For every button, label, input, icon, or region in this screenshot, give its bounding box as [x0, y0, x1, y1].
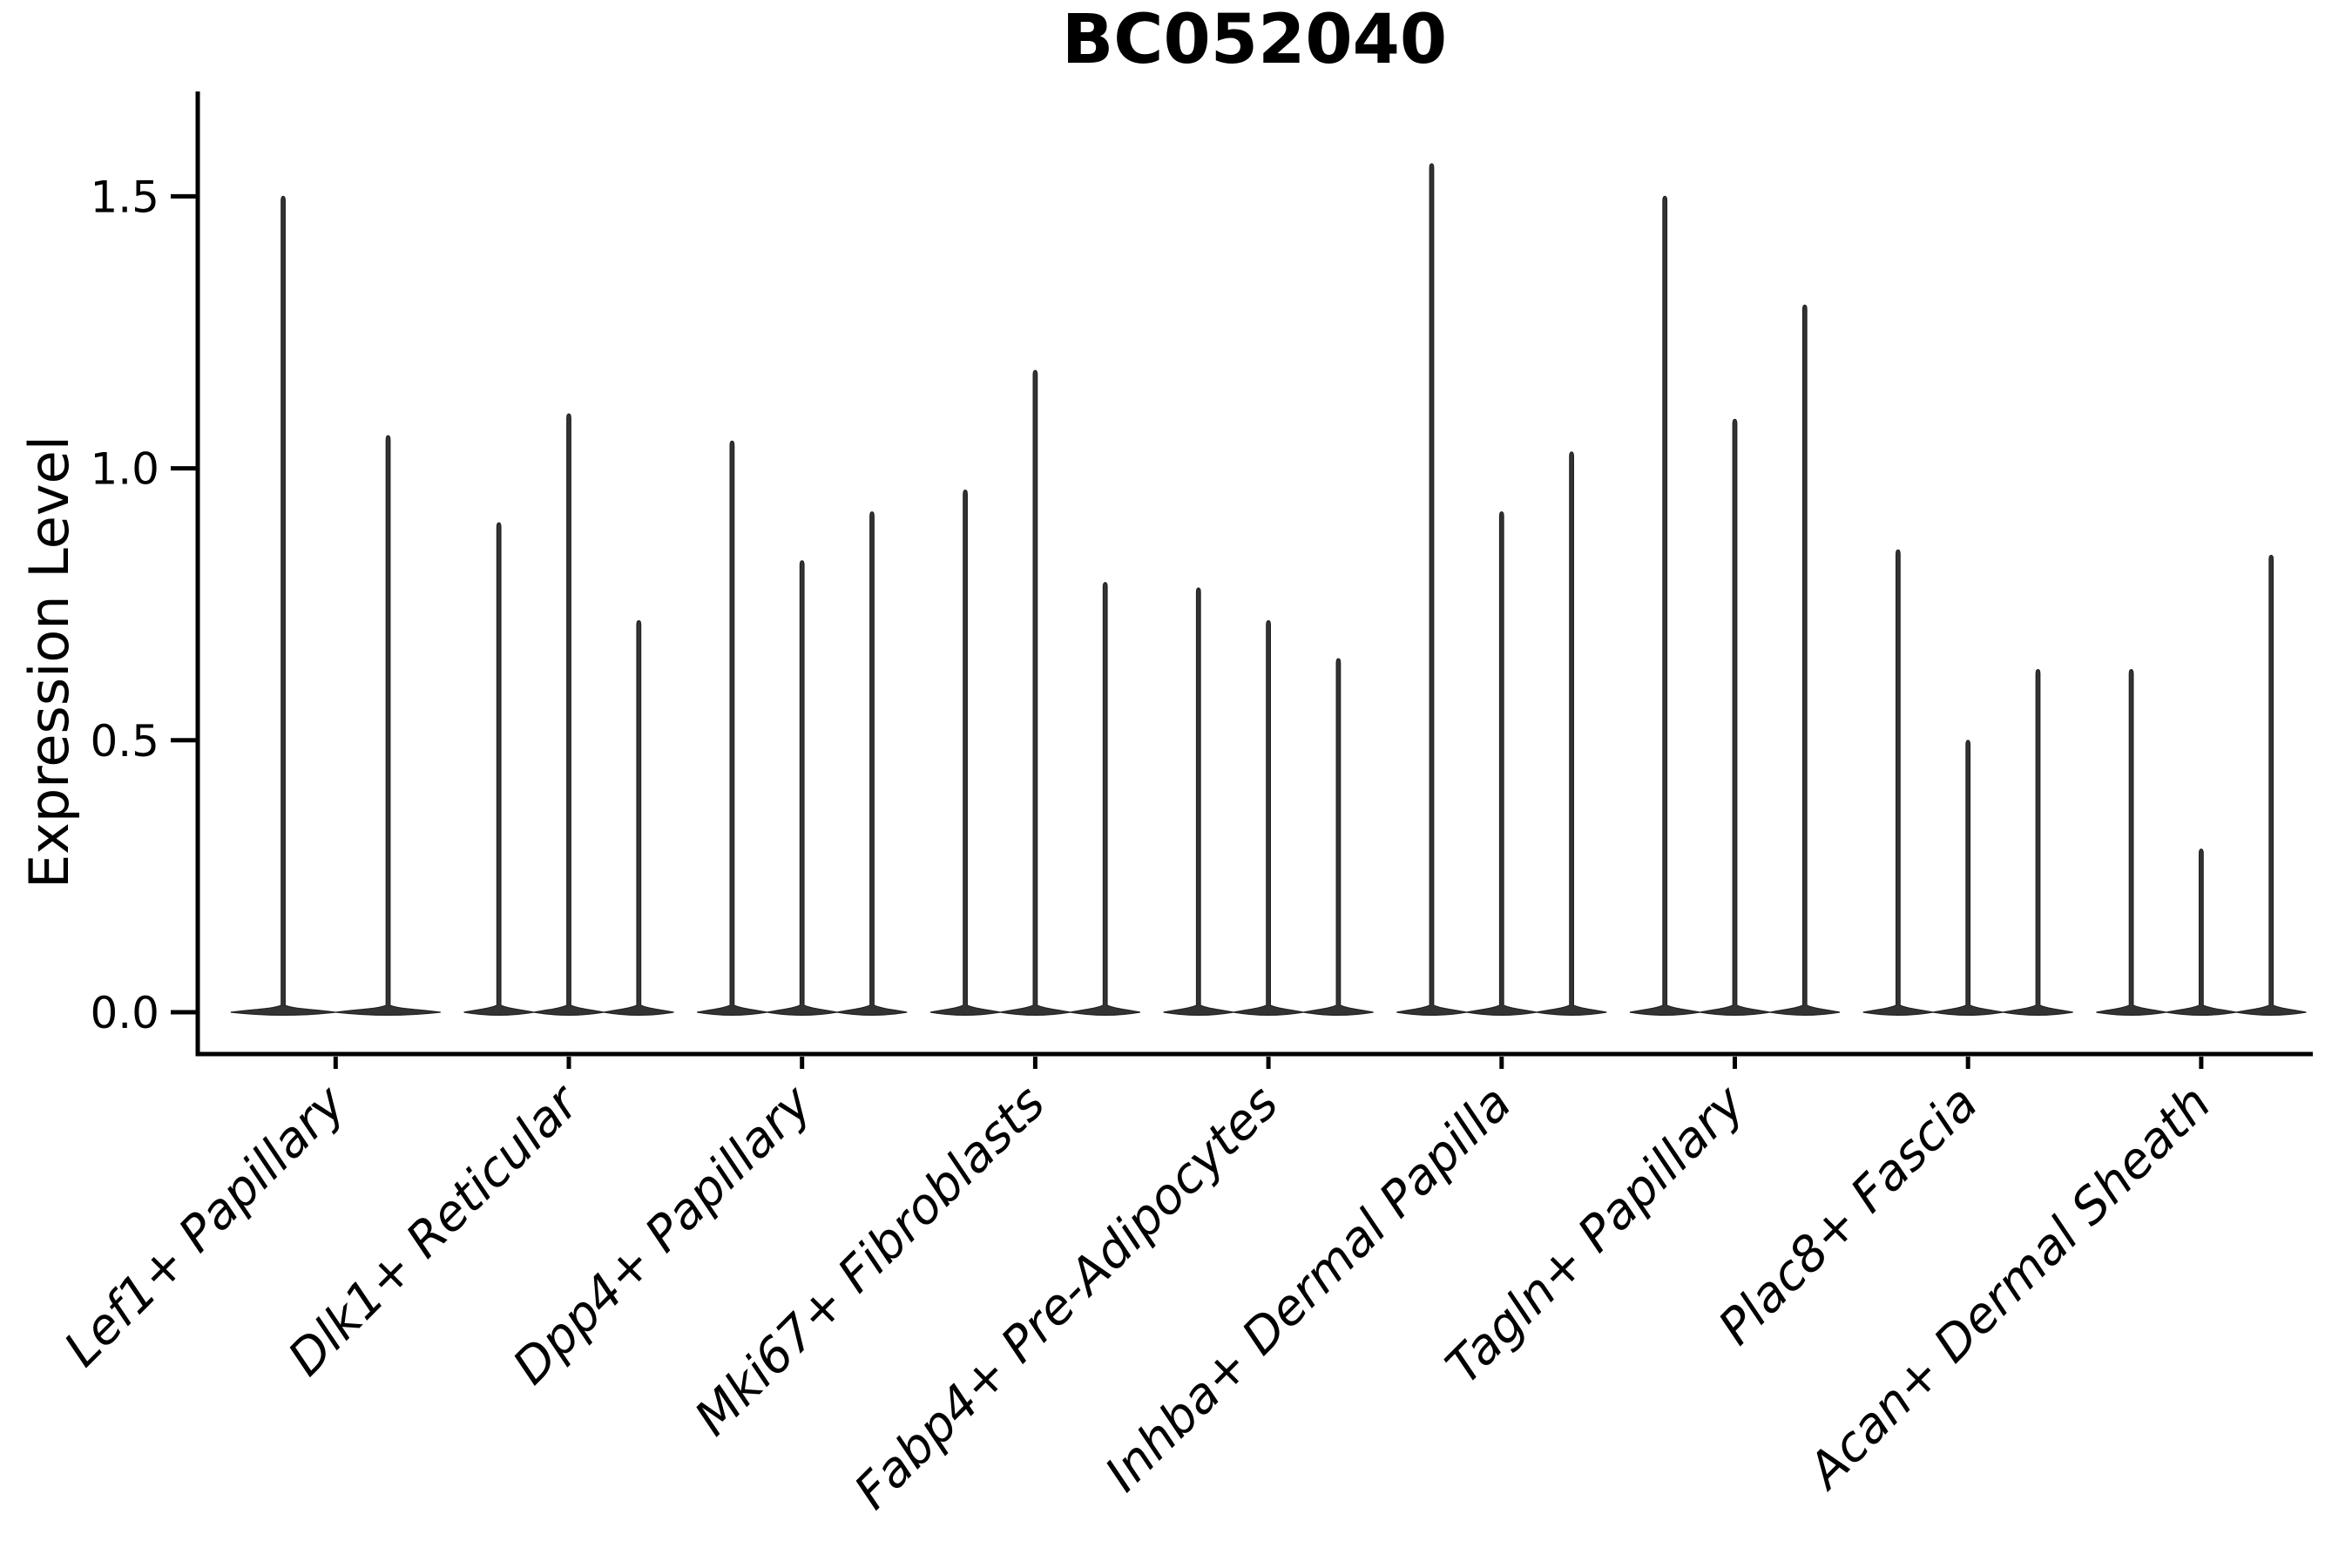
violin: [836, 510, 908, 1017]
violin: [2166, 848, 2237, 1017]
violin: [1303, 658, 1374, 1017]
violin: [1163, 587, 1234, 1017]
violin: [1932, 740, 2004, 1017]
violin: [1629, 195, 1700, 1017]
violin: [1700, 418, 1770, 1017]
violin: [1396, 163, 1467, 1017]
y-tick-label: 0.5: [90, 716, 159, 767]
violin: [604, 619, 674, 1017]
chart-title: BC052040: [1062, 1, 1447, 79]
violin: [335, 435, 441, 1017]
y-tick-label: 1.0: [90, 444, 159, 495]
violin: [2096, 669, 2166, 1017]
violin: [230, 195, 336, 1017]
violin: [929, 489, 1001, 1017]
y-tick-label: 1.5: [90, 172, 159, 222]
violins-layer: [230, 163, 2307, 1017]
violin: [1536, 451, 1607, 1017]
violin: [1000, 369, 1071, 1017]
y-axis-label: Expression Level: [17, 436, 81, 889]
violin: [2235, 554, 2307, 1017]
violin: [767, 560, 837, 1017]
violin: [1070, 582, 1140, 1017]
violin: [1466, 510, 1538, 1017]
violin: [697, 440, 767, 1017]
violin: [1862, 549, 1934, 1017]
violin: [1233, 619, 1304, 1017]
violin: [2003, 669, 2073, 1017]
y-tick-label: 0.0: [90, 988, 159, 1038]
axis-spines: [195, 91, 2313, 1057]
violin: [463, 522, 534, 1017]
violin: [533, 413, 605, 1017]
violin: [1769, 304, 1841, 1017]
